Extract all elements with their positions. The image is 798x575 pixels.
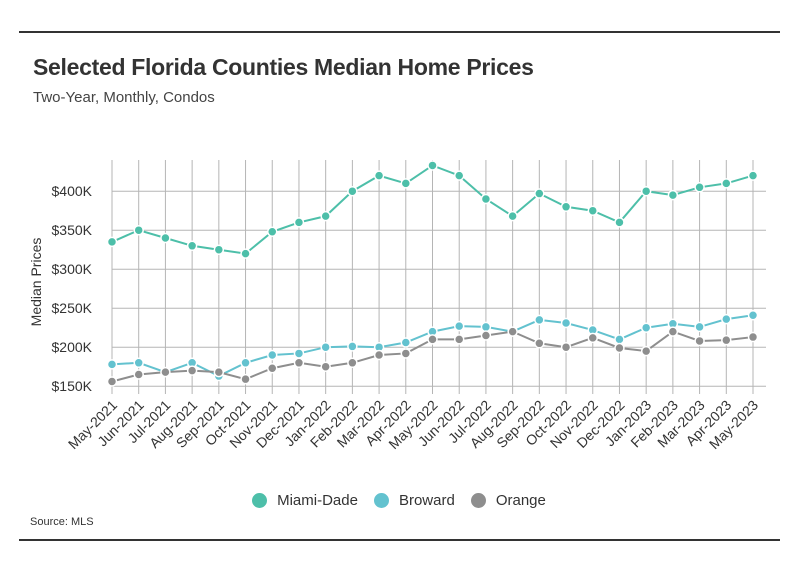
legend-item-orange: Orange	[470, 492, 546, 509]
data-point-broward	[480, 321, 492, 333]
data-point-orange	[320, 361, 331, 372]
data-point-broward	[400, 337, 412, 348]
data-point-broward	[694, 321, 705, 333]
legend-label: Orange	[495, 492, 546, 509]
y-tick-label: $400K	[52, 183, 93, 199]
data-point-miami-dade	[453, 170, 465, 181]
data-point-orange	[534, 338, 545, 349]
data-point-miami-dade	[347, 185, 358, 197]
source-note: Source: MLS	[30, 516, 94, 528]
y-tick-label: $350K	[52, 222, 93, 238]
chart-frame	[19, 31, 780, 541]
data-point-miami-dade	[747, 170, 759, 181]
data-point-orange	[186, 365, 198, 376]
legend-item-broward: Broward	[373, 492, 455, 509]
data-point-orange	[427, 334, 438, 345]
data-point-orange	[293, 357, 305, 369]
data-point-broward	[267, 349, 278, 361]
data-point-broward	[453, 320, 465, 332]
data-point-broward	[293, 348, 305, 359]
chart-title: Selected Florida Counties Median Home Pr…	[33, 54, 534, 80]
data-point-miami-dade	[186, 240, 198, 252]
data-point-miami-dade	[480, 193, 492, 205]
data-point-broward	[747, 309, 759, 321]
data-point-orange	[721, 334, 732, 346]
data-point-orange	[507, 326, 518, 337]
data-point-broward	[614, 334, 625, 345]
data-point-orange	[694, 335, 705, 347]
data-point-miami-dade	[507, 210, 518, 222]
legend-swatch	[470, 493, 486, 508]
data-point-broward	[133, 357, 144, 369]
data-point-miami-dade	[614, 217, 625, 228]
data-point-miami-dade	[667, 189, 679, 201]
chart-subtitle: Two-Year, Monthly, Condos	[33, 89, 215, 106]
data-point-orange	[667, 326, 679, 337]
data-point-miami-dade	[587, 205, 598, 216]
y-tick-label: $150K	[52, 378, 93, 394]
data-point-miami-dade	[427, 160, 438, 171]
data-point-orange	[213, 366, 225, 378]
data-point-miami-dade	[106, 236, 118, 248]
data-point-broward	[240, 357, 251, 369]
data-point-broward	[560, 317, 572, 329]
legend-label: Miami-Dade	[277, 492, 358, 509]
data-point-miami-dade	[240, 248, 251, 259]
data-point-orange	[614, 342, 625, 354]
data-point-broward	[534, 314, 545, 326]
y-axis-label: Median Prices	[28, 238, 44, 327]
data-point-orange	[106, 376, 118, 387]
y-tick-label: $300K	[52, 261, 93, 277]
data-point-orange	[480, 330, 492, 341]
legend-swatch	[373, 493, 389, 508]
data-point-miami-dade	[373, 170, 385, 181]
data-point-orange	[453, 334, 465, 345]
data-point-miami-dade	[160, 232, 171, 244]
data-point-orange	[133, 369, 144, 380]
legend-swatch	[252, 493, 268, 508]
data-point-orange	[587, 332, 598, 344]
data-point-miami-dade	[640, 185, 652, 197]
data-point-broward	[106, 359, 118, 370]
y-tick-label: $200K	[52, 339, 93, 355]
y-tick-label: $250K	[52, 300, 93, 316]
data-point-broward	[320, 341, 331, 353]
data-point-orange	[160, 366, 171, 378]
data-point-miami-dade	[534, 188, 545, 199]
legend-item-miami-dade: Miami-Dade	[252, 492, 358, 509]
data-point-miami-dade	[320, 210, 331, 222]
data-point-orange	[347, 357, 358, 369]
data-point-broward	[347, 341, 358, 352]
data-point-orange	[400, 348, 412, 359]
legend-label: Broward	[398, 492, 455, 509]
data-point-miami-dade	[400, 178, 412, 189]
data-point-orange	[373, 349, 385, 361]
data-point-miami-dade	[133, 224, 144, 236]
data-point-miami-dade	[560, 201, 572, 213]
chart-legend: Miami-Dade Broward Orange	[0, 492, 798, 509]
data-point-orange	[267, 363, 278, 374]
data-point-miami-dade	[213, 244, 225, 255]
data-point-orange	[640, 345, 652, 357]
data-point-broward	[640, 322, 652, 333]
data-point-miami-dade	[293, 217, 305, 228]
data-point-broward	[721, 313, 732, 325]
data-point-miami-dade	[267, 226, 278, 238]
data-point-orange	[747, 331, 759, 343]
data-point-orange	[560, 341, 572, 353]
data-point-miami-dade	[694, 182, 705, 193]
data-point-miami-dade	[721, 178, 732, 189]
data-point-orange	[240, 373, 251, 385]
